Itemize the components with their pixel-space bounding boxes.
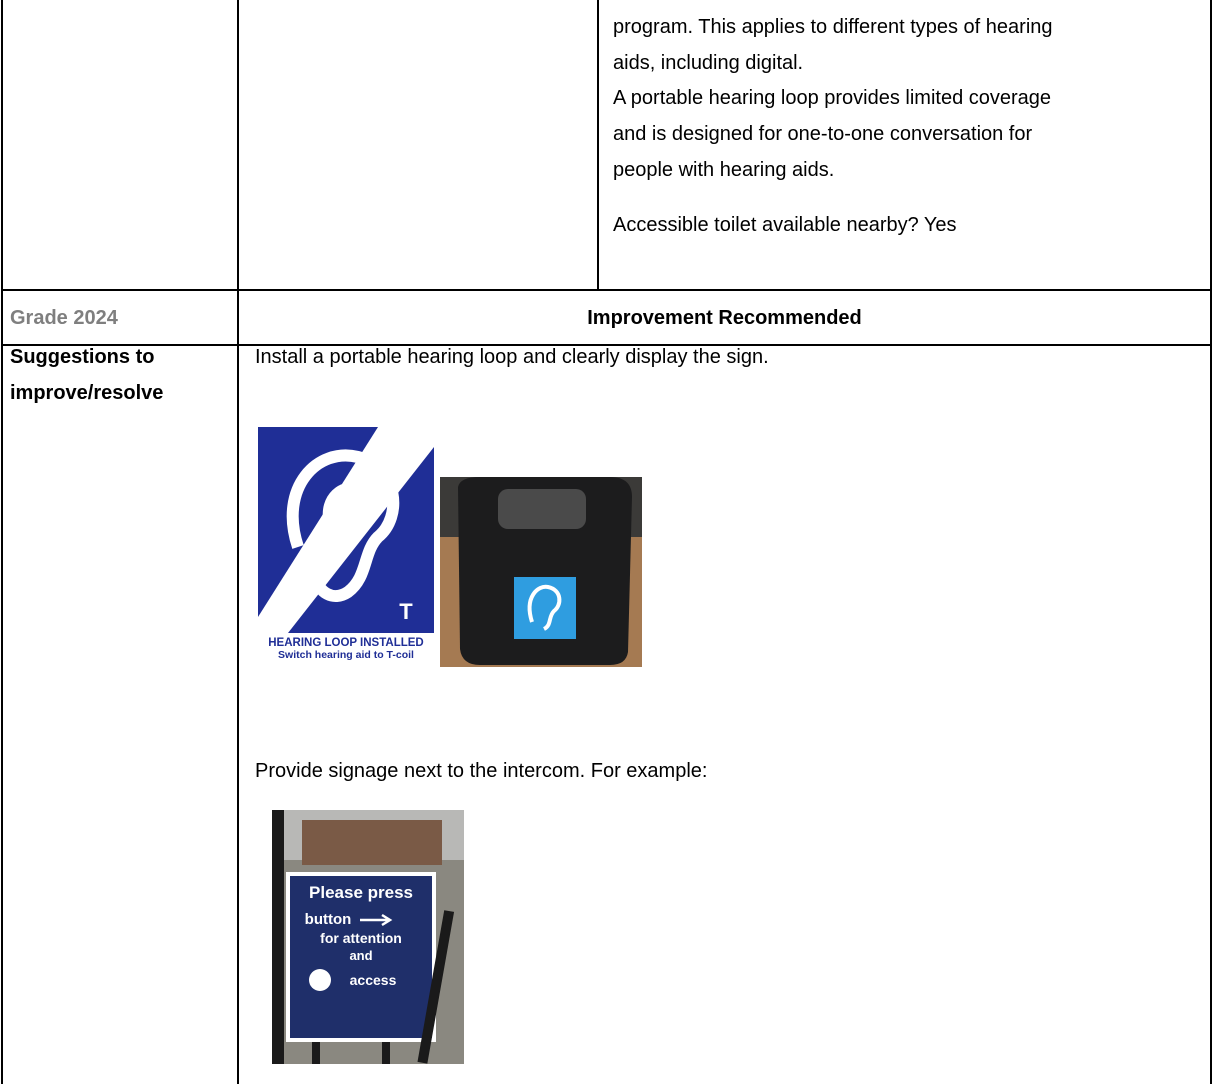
sign-letter: T [399, 599, 413, 624]
border [1, 344, 1212, 346]
intercom-sign-photo: Please press button for attention and ac… [272, 810, 464, 1064]
sign-text: access [350, 972, 397, 988]
sign-text: Please press [309, 883, 413, 902]
sign-text: button [305, 911, 352, 928]
border [1, 0, 3, 1084]
sign-text: HEARING LOOP INSTALLED [268, 637, 423, 649]
paragraph: A portable hearing loop provides limited… [613, 87, 1052, 181]
sign-text: for attention [320, 930, 402, 946]
border [237, 0, 239, 1084]
suggestion-text: Install a portable hearing loop and clea… [255, 346, 769, 368]
suggestions-label: Suggestions to improve/resolve [10, 346, 164, 404]
hearing-loop-sign: T HEARING LOOP INSTALLED Switch hearing … [258, 427, 438, 664]
border [1, 289, 1212, 291]
border [1210, 0, 1212, 1084]
device-photo [440, 477, 642, 667]
paragraph: program. This applies to different types… [613, 16, 1053, 74]
border [597, 0, 599, 290]
grade-value: Improvement Recommended [587, 307, 862, 329]
grade-label: Grade 2024 [10, 307, 118, 329]
paragraph: Accessible toilet available nearby? Yes [613, 214, 957, 236]
suggestion-text: Provide signage next to the intercom. Fo… [255, 760, 708, 782]
sign-text: and [349, 948, 372, 963]
sign-text: Switch hearing aid to T-coil [278, 649, 414, 661]
